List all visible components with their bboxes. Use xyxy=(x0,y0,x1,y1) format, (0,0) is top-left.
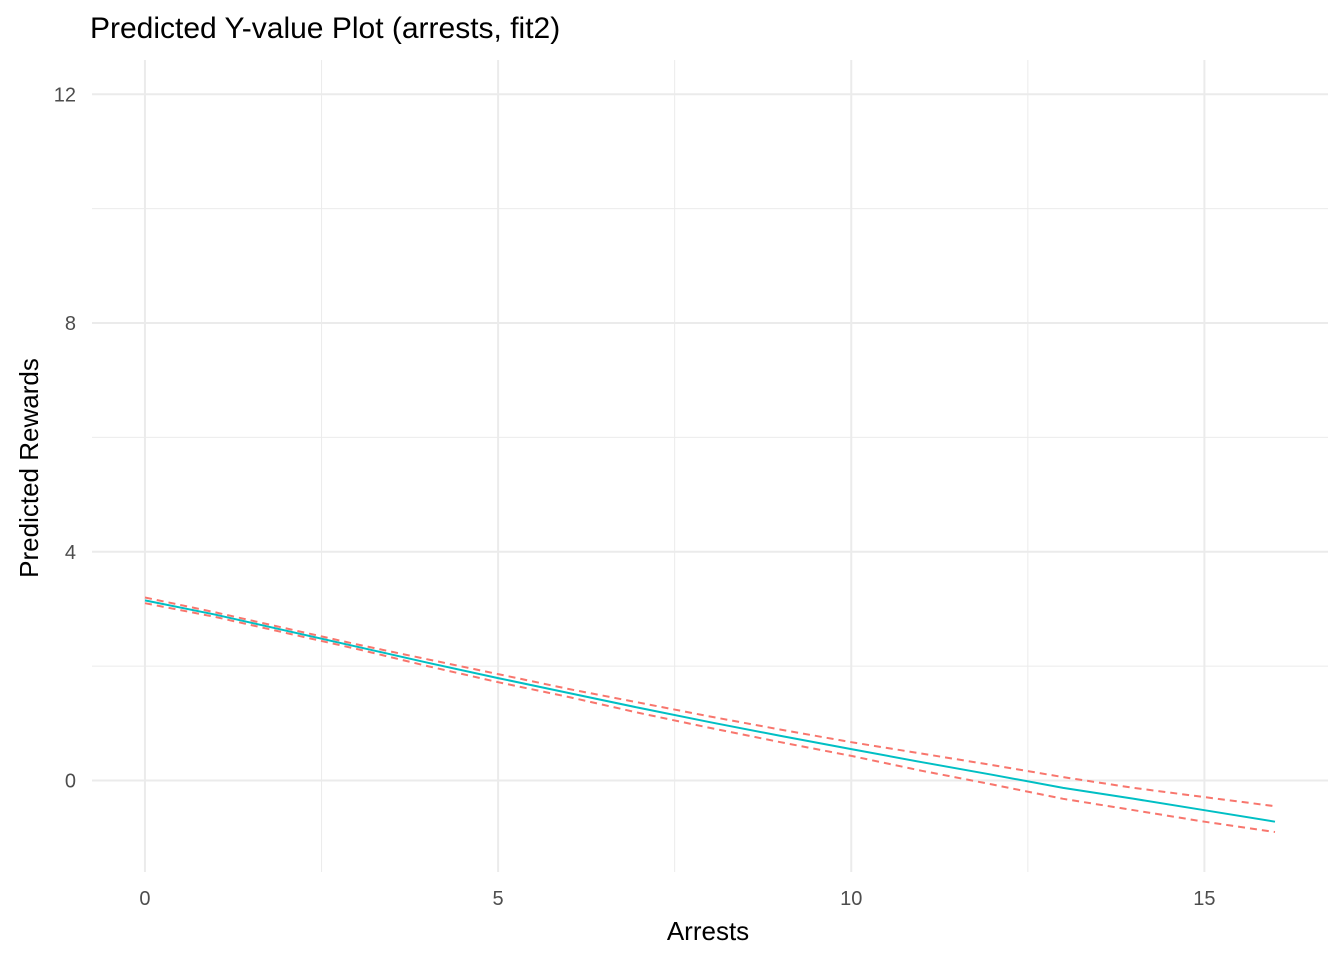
x-tick-label: 10 xyxy=(840,888,862,910)
y-axis-title: Predicted Rewards xyxy=(14,358,44,578)
ci-bound-line xyxy=(144,602,1276,833)
series-layer xyxy=(144,596,1276,833)
y-tick-label: 4 xyxy=(65,542,76,564)
ci-bound-line xyxy=(144,596,1276,808)
y-tick-label: 0 xyxy=(65,771,76,793)
y-tick-label: 12 xyxy=(54,84,76,106)
grid-layer xyxy=(92,60,1328,872)
y-tick-label: 8 xyxy=(65,313,76,335)
chart-title: Predicted Y-value Plot (arrests, fit2) xyxy=(90,12,561,45)
x-tick-label: 15 xyxy=(1193,888,1215,910)
fit-line xyxy=(144,599,1276,823)
tick-layer: 0 5 10 15 0 4 8 12 xyxy=(54,84,1216,910)
x-axis-title: Arrests xyxy=(667,916,749,946)
x-tick-label: 5 xyxy=(493,888,504,910)
x-tick-label: 0 xyxy=(139,888,150,910)
